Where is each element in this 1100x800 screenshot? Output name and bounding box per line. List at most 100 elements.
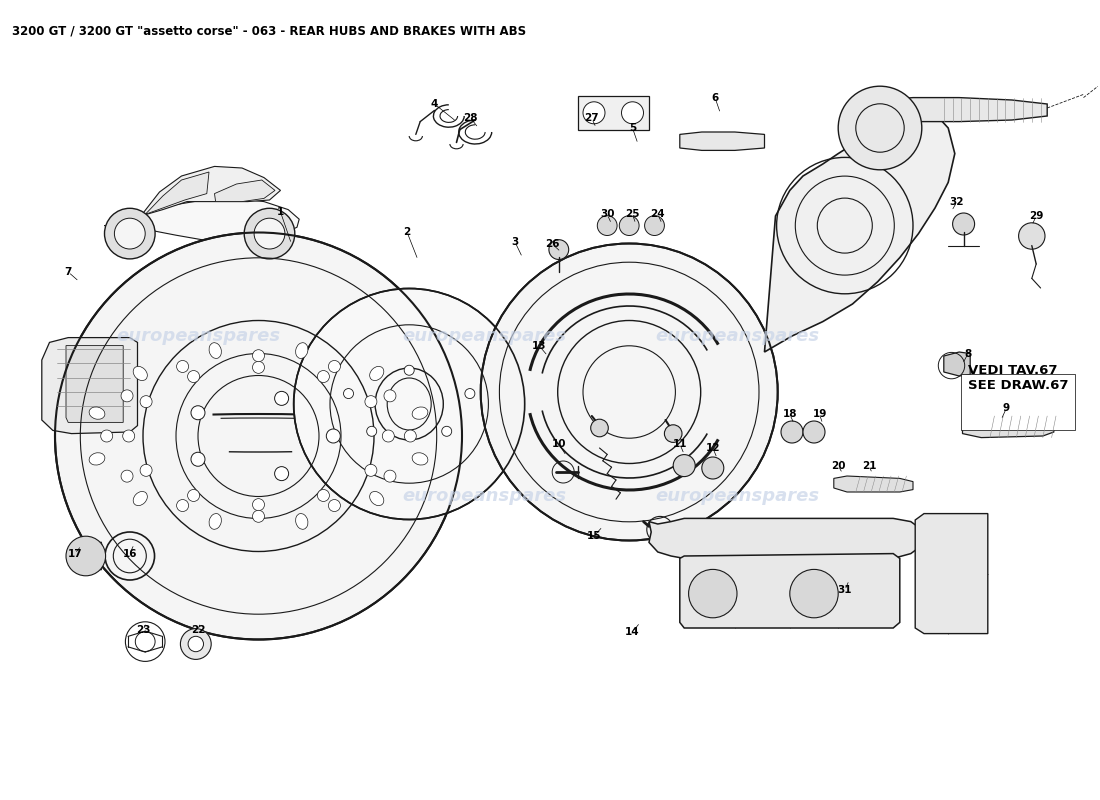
- Circle shape: [55, 233, 462, 639]
- Text: 10: 10: [551, 439, 566, 449]
- Polygon shape: [764, 108, 955, 352]
- Circle shape: [329, 361, 340, 373]
- Text: 23: 23: [135, 626, 151, 635]
- Text: europeanspares: europeanspares: [402, 327, 566, 345]
- Text: 7: 7: [65, 267, 72, 277]
- Polygon shape: [145, 172, 209, 214]
- Polygon shape: [962, 416, 1054, 438]
- Circle shape: [781, 421, 803, 443]
- Text: VEDI TAV.67
SEE DRAW.67: VEDI TAV.67 SEE DRAW.67: [968, 364, 1068, 392]
- Text: 31: 31: [837, 586, 852, 595]
- Ellipse shape: [209, 342, 221, 358]
- Circle shape: [702, 457, 724, 479]
- Circle shape: [405, 430, 416, 442]
- Text: 25: 25: [625, 210, 640, 219]
- Polygon shape: [214, 180, 275, 202]
- Circle shape: [294, 289, 525, 519]
- Circle shape: [645, 216, 664, 235]
- Circle shape: [597, 216, 617, 235]
- Circle shape: [275, 466, 288, 481]
- Ellipse shape: [370, 491, 384, 506]
- Circle shape: [365, 464, 377, 476]
- Circle shape: [275, 391, 288, 406]
- Ellipse shape: [89, 407, 104, 419]
- Ellipse shape: [412, 407, 428, 419]
- Polygon shape: [915, 514, 988, 634]
- Text: 2: 2: [404, 227, 410, 237]
- Polygon shape: [886, 98, 1047, 122]
- Polygon shape: [141, 166, 280, 216]
- Text: europeanspares: europeanspares: [654, 487, 820, 505]
- Circle shape: [318, 490, 329, 502]
- Circle shape: [191, 452, 205, 466]
- Ellipse shape: [296, 342, 308, 358]
- Circle shape: [583, 102, 605, 124]
- Polygon shape: [944, 352, 970, 376]
- Circle shape: [254, 218, 285, 249]
- Text: 5: 5: [629, 123, 636, 133]
- Text: 28: 28: [463, 114, 478, 123]
- Polygon shape: [42, 338, 138, 434]
- Circle shape: [253, 498, 264, 510]
- Text: 32: 32: [949, 197, 965, 206]
- Polygon shape: [75, 542, 104, 570]
- Circle shape: [101, 430, 112, 442]
- Circle shape: [442, 426, 452, 436]
- Text: 22: 22: [190, 626, 206, 635]
- Circle shape: [790, 570, 838, 618]
- Text: 27: 27: [584, 114, 600, 123]
- Polygon shape: [680, 132, 764, 150]
- Text: 19: 19: [812, 410, 827, 419]
- Ellipse shape: [133, 491, 147, 506]
- Circle shape: [104, 208, 155, 259]
- Circle shape: [66, 536, 106, 576]
- Circle shape: [180, 629, 211, 659]
- Text: 21: 21: [861, 461, 877, 470]
- Text: 24: 24: [650, 210, 666, 219]
- Text: 17: 17: [67, 549, 82, 558]
- Text: 4: 4: [431, 99, 438, 109]
- Text: europeanspares: europeanspares: [402, 487, 566, 505]
- Text: 11: 11: [672, 439, 688, 449]
- Circle shape: [689, 570, 737, 618]
- Circle shape: [244, 208, 295, 259]
- Circle shape: [253, 362, 264, 374]
- Text: 1: 1: [277, 207, 284, 217]
- Circle shape: [1019, 222, 1045, 250]
- Text: 18: 18: [782, 410, 797, 419]
- Circle shape: [188, 636, 204, 652]
- Text: 30: 30: [600, 210, 615, 219]
- Circle shape: [177, 361, 188, 373]
- Ellipse shape: [209, 514, 221, 530]
- Circle shape: [465, 389, 475, 398]
- Text: europeanspares: europeanspares: [116, 327, 280, 345]
- Circle shape: [838, 86, 922, 170]
- Text: 14: 14: [625, 627, 640, 637]
- FancyBboxPatch shape: [960, 374, 1075, 430]
- Circle shape: [318, 370, 329, 382]
- Text: europeanspares: europeanspares: [654, 327, 820, 345]
- Circle shape: [253, 350, 264, 362]
- Text: 12: 12: [705, 443, 720, 453]
- Text: 6: 6: [712, 93, 718, 102]
- Polygon shape: [578, 96, 649, 130]
- Circle shape: [953, 213, 975, 235]
- Text: 3: 3: [512, 237, 518, 246]
- Circle shape: [365, 396, 377, 408]
- Circle shape: [140, 396, 152, 408]
- Ellipse shape: [370, 366, 384, 381]
- Polygon shape: [66, 346, 123, 422]
- Ellipse shape: [89, 453, 104, 465]
- Text: 13: 13: [531, 341, 547, 350]
- Circle shape: [177, 499, 188, 511]
- Ellipse shape: [412, 453, 428, 465]
- Text: 9: 9: [1003, 403, 1010, 413]
- Circle shape: [188, 490, 199, 502]
- Circle shape: [121, 390, 133, 402]
- Circle shape: [404, 366, 415, 375]
- Circle shape: [329, 499, 340, 511]
- Circle shape: [343, 389, 353, 398]
- Text: 20: 20: [830, 461, 846, 470]
- Polygon shape: [104, 198, 299, 242]
- Ellipse shape: [133, 366, 147, 381]
